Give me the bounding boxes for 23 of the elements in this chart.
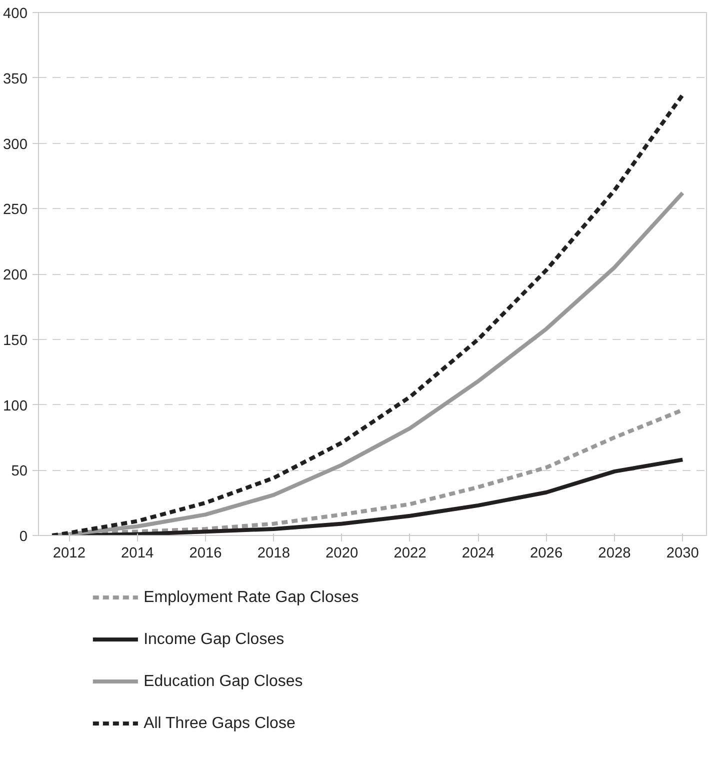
legend-label: Income Gap Closes xyxy=(144,631,284,648)
x-tick-label: 2026 xyxy=(530,546,563,562)
x-tick-label: 2030 xyxy=(666,546,699,562)
y-tick-label: 100 xyxy=(3,398,28,414)
legend-label: Employment Rate Gap Closes xyxy=(144,589,359,606)
y-tick-label: 300 xyxy=(3,136,28,153)
y-tick-label: 0 xyxy=(19,529,28,545)
y-tick-label: 150 xyxy=(3,332,28,349)
x-tick-label: 2024 xyxy=(462,546,494,562)
y-tick-label: 50 xyxy=(11,464,28,480)
x-tick-label: 2014 xyxy=(121,546,154,562)
x-tick-label: 2012 xyxy=(52,546,86,562)
y-tick-label: 200 xyxy=(3,268,28,284)
x-tick-label: 2018 xyxy=(257,546,290,562)
legend-label: All Three Gaps Close xyxy=(144,715,296,732)
x-tick-label: 2028 xyxy=(598,546,631,562)
legend-label: Education Gap Closes xyxy=(144,673,303,690)
x-tick-label: 2016 xyxy=(189,546,222,562)
x-tick-label: 2022 xyxy=(394,546,426,562)
y-tick-label: 350 xyxy=(3,71,28,88)
x-tick-label: 2020 xyxy=(326,546,358,562)
y-tick-label: 400 xyxy=(3,6,28,22)
y-tick-label: 250 xyxy=(3,202,28,218)
